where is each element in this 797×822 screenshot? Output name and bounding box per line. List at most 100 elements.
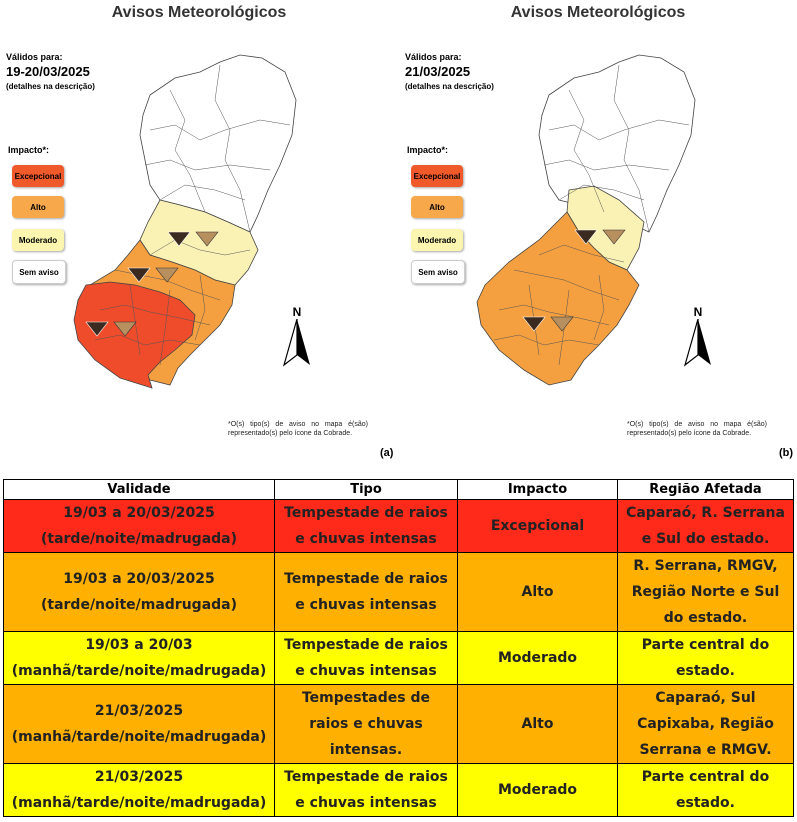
legend-alto: Alto	[411, 196, 463, 218]
cell-line: Região Norte e Sul	[631, 584, 780, 600]
state-map	[476, 54, 696, 386]
cell-validade: 19/03 a 20/03 (manhã/tarde/noite/madrugad…	[3, 631, 275, 685]
legend-excepcional: Excepcional	[12, 165, 64, 187]
panel-letter: (a)	[380, 447, 394, 459]
cell-impacto: Moderado	[457, 763, 618, 817]
panel-letter: (b)	[779, 447, 794, 459]
storm-rain-icon-a1	[167, 231, 219, 247]
cell-line: Excepcional	[490, 518, 585, 534]
table-row: 19/03 a 20/03/2025 (tarde/noite/madrugada…	[3, 499, 794, 553]
cell-regiao: R. Serrana, RMGV, Região Norte e Sul do es…	[617, 552, 794, 632]
cell-line: (manhã/tarde/noite/madrugada)	[11, 795, 267, 811]
cell-line: Tempestade de raios	[284, 637, 448, 653]
legend-excepcional: Excepcional	[411, 165, 463, 187]
cell-validade: 21/03/2025 (manhã/tarde/noite/madrugada)	[3, 684, 275, 764]
legend-sem-aviso: Sem aviso	[12, 260, 66, 284]
north-label: N	[292, 305, 302, 319]
cell-validade: 19/03 a 20/03/2025 (tarde/noite/madrugada…	[3, 499, 275, 553]
cell-line: 21/03/2025	[94, 703, 184, 719]
cell-line: 19/03 a 20/03/2025	[63, 571, 215, 587]
cell-impacto: Alto	[457, 684, 618, 764]
municipal-borders	[94, 64, 291, 366]
cell-line: e chuvas intensas	[295, 597, 437, 613]
region-north	[139, 54, 297, 233]
cell-validade: 19/03 a 20/03/2025 (tarde/noite/madrugada…	[3, 552, 275, 632]
panel-title: Avisos Meteorológicos	[111, 4, 287, 21]
legend-moderado: Moderado	[12, 229, 64, 251]
cell-tipo: Tempestade de raios e chuvas intensas	[274, 499, 458, 553]
cell-line: raios e chuvas	[309, 716, 423, 732]
region-excepcional	[73, 281, 196, 389]
legend-alto: Alto	[12, 196, 64, 218]
cell-line: (manhã/tarde/noite/madrugada)	[11, 663, 267, 679]
header-impacto: Impacto	[457, 479, 618, 500]
region-north	[538, 54, 696, 233]
footnote: *O(s) tipo(s) de aviso no mapa é(são) re…	[228, 421, 368, 437]
cell-line: estado.	[676, 663, 735, 679]
table-row: 21/03/2025 (manhã/tarde/noite/madrugada) T…	[3, 763, 794, 817]
cell-line: R. Serrana, RMGV,	[633, 558, 778, 574]
cell-line: Tempestade de raios	[284, 769, 448, 785]
cell-line: (manhã/tarde/noite/madrugada)	[11, 729, 267, 745]
cell-line: Caparaó, Sul	[655, 690, 756, 706]
table-row: 19/03 a 20/03 (manhã/tarde/noite/madrugad…	[3, 631, 794, 685]
cell-regiao: Caparaó, R. Serrana e Sul do estado.	[617, 499, 794, 553]
valid-label: Válidos para:	[405, 52, 462, 62]
table-body: 19/03 a 20/03/2025 (tarde/noite/madrugada…	[3, 499, 794, 817]
cell-line: e Sul do estado.	[641, 531, 770, 547]
cell-line: e chuvas intensas	[295, 531, 437, 547]
warnings-table: Validade Tipo Impacto Região Afetada 19/…	[3, 479, 794, 817]
cell-line: Tempestade de raios	[284, 505, 448, 521]
cell-regiao: Caparaó, Sul Capixaba, Região Serrana e RM…	[617, 684, 794, 764]
cell-line: intensas.	[329, 742, 403, 758]
cell-line: Moderado	[497, 650, 578, 666]
cell-line: 19/03 a 20/03	[85, 637, 193, 653]
storm-rain-icon-a3	[85, 321, 137, 337]
cell-line: Alto	[521, 716, 554, 732]
table-header-row: Validade Tipo Impacto Região Afetada	[3, 479, 794, 500]
impact-label: Impacto*:	[407, 145, 449, 155]
map-panel-b: Avisos Meteorológicos Válidos para: 21/0…	[399, 0, 797, 462]
panel-title: Avisos Meteorológicos	[510, 4, 686, 21]
north-label: N	[693, 305, 703, 319]
cell-tipo: Tempestade de raios e chuvas intensas	[274, 631, 458, 685]
cell-line: Tempestades de	[301, 690, 430, 706]
cell-impacto: Moderado	[457, 631, 618, 685]
table-row: 19/03 a 20/03/2025 (tarde/noite/madrugada…	[3, 552, 794, 632]
region-alto	[476, 211, 640, 386]
valid-label: Válidos para:	[6, 52, 63, 62]
cell-line: Parte central do	[641, 769, 770, 785]
cell-line: estado.	[676, 795, 735, 811]
cell-tipo: Tempestade de raios e chuvas intensas	[274, 552, 458, 632]
cell-line: do estado.	[663, 610, 748, 626]
north-arrow-icon: N	[683, 305, 713, 372]
cell-line: e chuvas intensas	[295, 663, 437, 679]
valid-date: 19-20/03/2025	[6, 64, 90, 79]
legend-sem-aviso: Sem aviso	[411, 260, 465, 284]
header-tipo: Tipo	[274, 479, 458, 500]
cell-line: 19/03 a 20/03/2025	[63, 505, 215, 521]
cell-regiao: Parte central do estado.	[617, 763, 794, 817]
cell-line: (tarde/noite/madrugada)	[40, 531, 238, 547]
valid-date: 21/03/2025	[405, 64, 471, 79]
impact-label: Impacto*:	[8, 145, 50, 155]
cell-tipo: Tempestade de raios e chuvas intensas	[274, 763, 458, 817]
cell-impacto: Alto	[457, 552, 618, 632]
north-arrow-icon: N	[282, 305, 312, 372]
cell-line: Moderado	[497, 782, 578, 798]
cell-impacto: Excepcional	[457, 499, 618, 553]
header-regiao: Região Afetada	[617, 479, 794, 500]
cell-line: Alto	[521, 584, 554, 600]
valid-note: (detalhes na descrição)	[405, 82, 494, 91]
footnote: *O(s) tipo(s) de aviso no mapa é(são) re…	[627, 421, 767, 437]
storm-rain-icon-b2	[522, 316, 574, 332]
cell-line: 21/03/2025	[94, 769, 184, 785]
cell-line: Caparaó, R. Serrana	[626, 505, 785, 521]
cell-validade: 21/03/2025 (manhã/tarde/noite/madrugada)	[3, 763, 275, 817]
legend-moderado: Moderado	[411, 229, 463, 251]
table-row: 21/03/2025 (manhã/tarde/noite/madrugada) T…	[3, 684, 794, 764]
cell-tipo: Tempestades de raios e chuvas intensas.	[274, 684, 458, 764]
state-map	[73, 54, 297, 389]
cell-line: Parte central do	[641, 637, 770, 653]
municipal-borders	[493, 64, 690, 366]
